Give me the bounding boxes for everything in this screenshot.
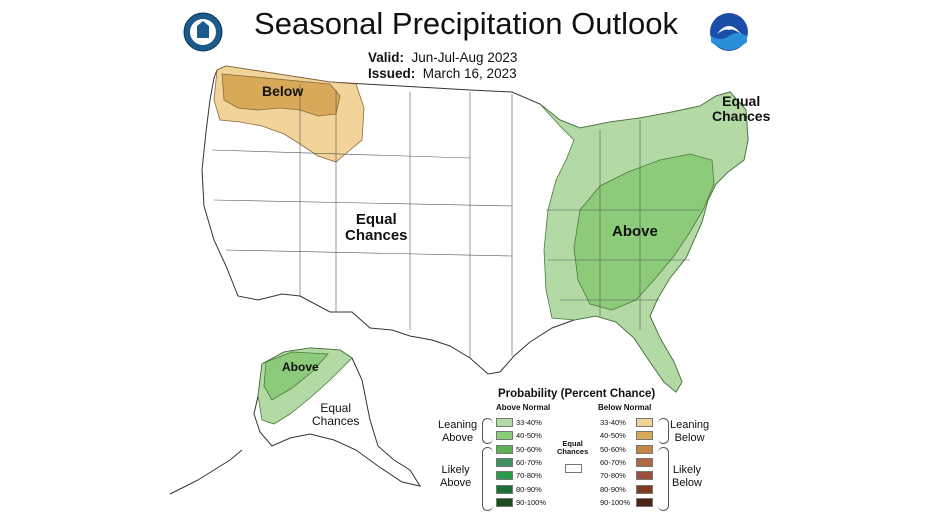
legend-below-swatch — [636, 471, 653, 481]
legend-above-header: Above Normal — [496, 403, 551, 412]
legend-equal-label: Equal Chances — [557, 439, 589, 457]
issued-label: Issued: — [368, 66, 416, 81]
legend-below-swatch — [636, 431, 653, 441]
likely-above-brace — [482, 447, 493, 511]
legend-equal-swatch — [565, 464, 582, 473]
label-alaska-west: Above — [282, 360, 319, 374]
page-title: Seasonal Precipitation Outlook — [254, 6, 678, 41]
legend-above-range: 40-50% — [516, 431, 542, 441]
likely-below-brace — [658, 447, 669, 511]
legend-likely-above: Likely Above — [440, 464, 472, 490]
label-alaska-center: Equal Chances — [312, 401, 360, 428]
label-northwest: Below — [262, 83, 304, 99]
legend-above-range: 70-80% — [516, 471, 542, 481]
legend-above-range: 60-70% — [516, 457, 542, 467]
above-core-region-east — [573, 153, 715, 311]
legend-below-header: Below Normal — [598, 403, 652, 412]
legend-below-swatch — [636, 444, 653, 454]
leaning-below-brace — [658, 418, 669, 444]
issued-line: Issued: March 16, 2023 — [368, 66, 517, 81]
legend-above-swatch — [496, 457, 513, 467]
aleutian-islands — [169, 449, 243, 495]
issued-value: March 16, 2023 — [422, 66, 517, 81]
legend-title: Probability (Percent Chance) — [498, 388, 656, 400]
legend-above-range: 33-40% — [516, 418, 542, 427]
legend-leaning-below: Leaning Below — [670, 419, 710, 445]
legend-above-swatch — [496, 418, 513, 427]
legend-below-swatch — [636, 497, 653, 507]
legend-above-range: 50-60% — [516, 444, 542, 454]
legend-likely-below: Likely Below — [672, 464, 702, 490]
legend-below-range: 80-90% — [600, 484, 626, 494]
legend-below-range: 90-100% — [600, 497, 631, 507]
legend-below-range: 50-60% — [600, 444, 626, 454]
legend-below-swatch — [636, 418, 653, 427]
state-lines — [211, 84, 700, 358]
valid-label: Valid: — [368, 50, 405, 65]
valid-line: Valid: Jun-Jul-Aug 2023 — [368, 50, 517, 65]
legend-leaning-above: Leaning Above — [438, 419, 478, 445]
legend-below-swatch — [636, 484, 653, 494]
valid-value: Jun-Jul-Aug 2023 — [411, 50, 518, 65]
legend-below-range: 70-80% — [600, 471, 626, 481]
legend-below-range: 60-70% — [600, 457, 626, 467]
legend-below-swatch — [636, 457, 653, 467]
legend-above-swatch — [496, 484, 513, 494]
legend-above-swatch — [496, 497, 513, 507]
leaning-above-brace — [482, 418, 493, 444]
label-east: Above — [612, 223, 658, 240]
label-west: Equal Chances — [345, 211, 408, 244]
noaa-logo-icon — [710, 13, 748, 51]
legend-above-swatch — [496, 471, 513, 481]
legend-above-range: 80-90% — [516, 484, 542, 494]
legend-above-range: 90-100% — [516, 497, 547, 507]
above-core-alaska — [263, 351, 329, 401]
doc-seal-icon — [183, 12, 223, 52]
label-northeast: Equal Chances — [712, 93, 771, 124]
legend-below-range: 33-40% — [600, 418, 626, 427]
legend-below-range: 40-50% — [600, 431, 626, 441]
legend-above-swatch — [496, 431, 513, 441]
legend-above-swatch — [496, 444, 513, 454]
